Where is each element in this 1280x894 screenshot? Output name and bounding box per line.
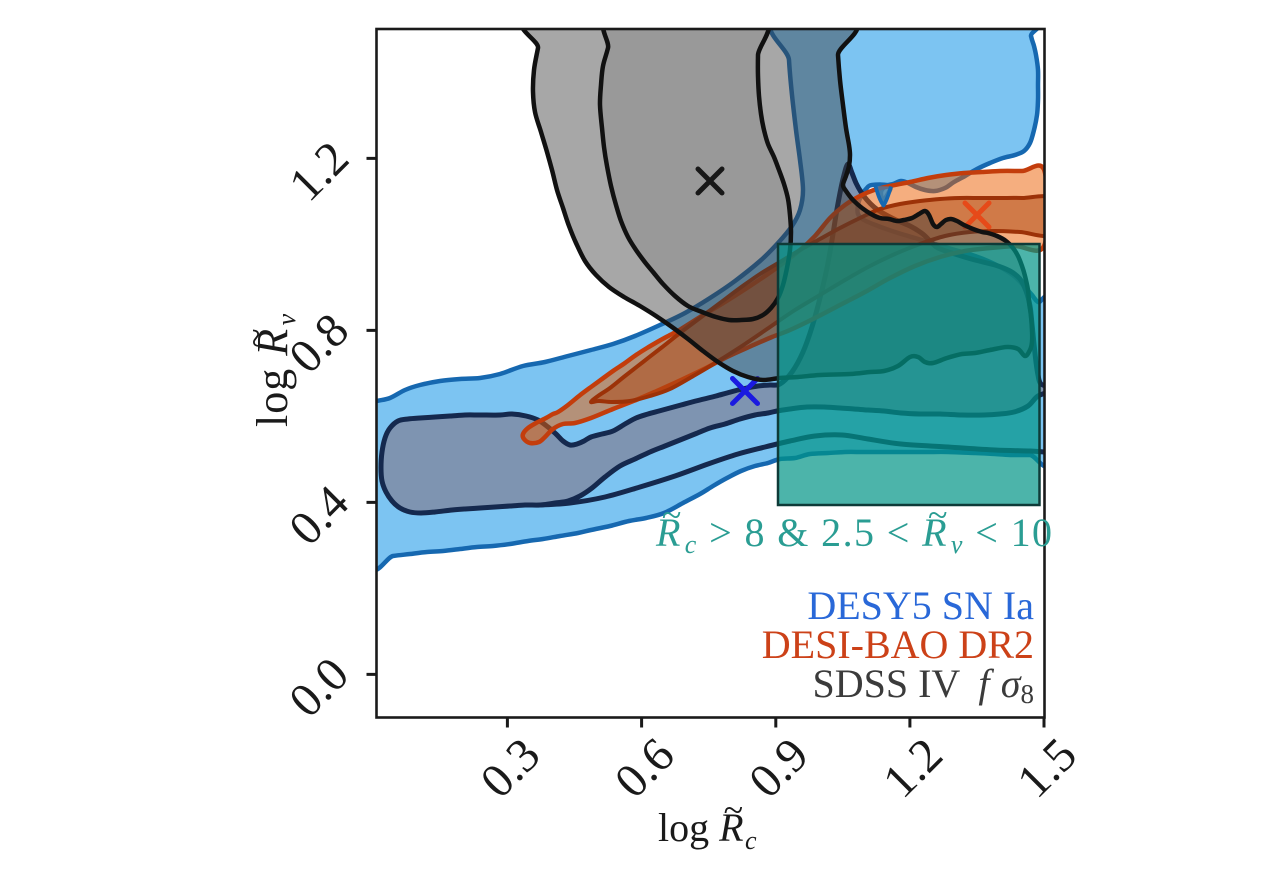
svg-text:DESI-BAO DR2: DESI-BAO DR2 [762, 622, 1034, 667]
svg-text:SDSS IV f σ8: SDSS IV f σ8 [812, 661, 1034, 709]
svg-text:DESY5 SN Ia: DESY5 SN Ia [807, 583, 1034, 628]
